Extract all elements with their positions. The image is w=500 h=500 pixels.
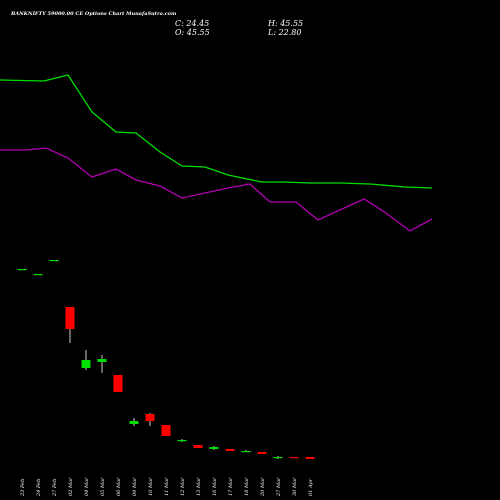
indicator-lines (0, 74, 433, 232)
high-value: H: 45.55 (268, 19, 304, 28)
candle (129, 418, 139, 426)
candle (145, 413, 155, 426)
green-line (0, 74, 433, 189)
candles (17, 260, 315, 459)
candle-body (49, 260, 59, 262)
close-value: C: 24.45 (175, 19, 210, 28)
x-tick-label: 10 Mar (148, 477, 154, 496)
candle (33, 274, 43, 276)
candle-body (81, 360, 91, 368)
candle (161, 425, 171, 436)
candle-body (33, 274, 43, 276)
x-tick-label: 23 Feb (20, 479, 26, 497)
x-tick-label: 12 Mar (180, 477, 186, 496)
candle-body (97, 359, 107, 362)
candle (209, 446, 219, 450)
candle (17, 269, 27, 271)
candle (113, 375, 123, 392)
candle-body (209, 447, 219, 449)
candle-body (257, 452, 267, 454)
candle-body (241, 451, 251, 453)
candle-body (305, 457, 315, 459)
candle-body (17, 269, 27, 271)
x-tick-label: 04 Mar (84, 477, 90, 496)
x-tick-label: 30 Mar (292, 477, 298, 496)
candle (49, 260, 59, 262)
x-tick-label: 17 Mar (228, 477, 234, 496)
x-axis-ticks: 23 Feb 24 Feb 27 Feb 02 Mar 04 Mar 05 Mar 06 M… (20, 477, 314, 497)
x-tick-label: 16 Mar (212, 477, 218, 496)
candle (289, 457, 299, 459)
candle-body (65, 307, 75, 329)
candle-body (289, 457, 299, 459)
candle-body (113, 375, 123, 392)
candle (97, 355, 107, 373)
candle (241, 450, 251, 453)
x-tick-label: 27 Feb (52, 479, 58, 497)
candle-body (161, 425, 171, 436)
candle (65, 307, 75, 343)
candle (177, 439, 187, 442)
chart-title: BANKNIFTY 59000.00 CE Options Chart Muna… (11, 11, 177, 17)
candle (81, 350, 91, 370)
low-value: L: 22.80 (268, 28, 302, 37)
x-tick-label: 06 Mar (116, 477, 122, 496)
x-tick-label: 01 Apr (308, 478, 314, 496)
candle (257, 452, 267, 454)
candle (193, 445, 203, 448)
x-tick-label: 20 Mar (260, 477, 266, 497)
x-tick-label: 09 Mar (132, 477, 138, 496)
candle-body (177, 440, 187, 442)
x-tick-label: 24 Feb (36, 479, 42, 497)
candle (305, 457, 315, 459)
candle-body (273, 457, 283, 459)
purple-line (0, 147, 433, 232)
x-tick-label: 18 Mar (244, 477, 250, 496)
candle-body (193, 445, 203, 448)
candle (225, 449, 235, 451)
x-tick-label: 11 Mar (164, 477, 170, 496)
candle-body (225, 449, 235, 451)
open-value: O: 45.55 (175, 28, 210, 37)
x-tick-label: 05 Mar (100, 477, 106, 496)
candle-body (145, 414, 155, 421)
x-tick-label: 13 Mar (196, 477, 202, 496)
candle-body (129, 421, 139, 424)
x-tick-label: 02 Mar (68, 477, 74, 496)
candle (273, 456, 283, 459)
x-tick-label: 27 Mar (276, 477, 282, 497)
